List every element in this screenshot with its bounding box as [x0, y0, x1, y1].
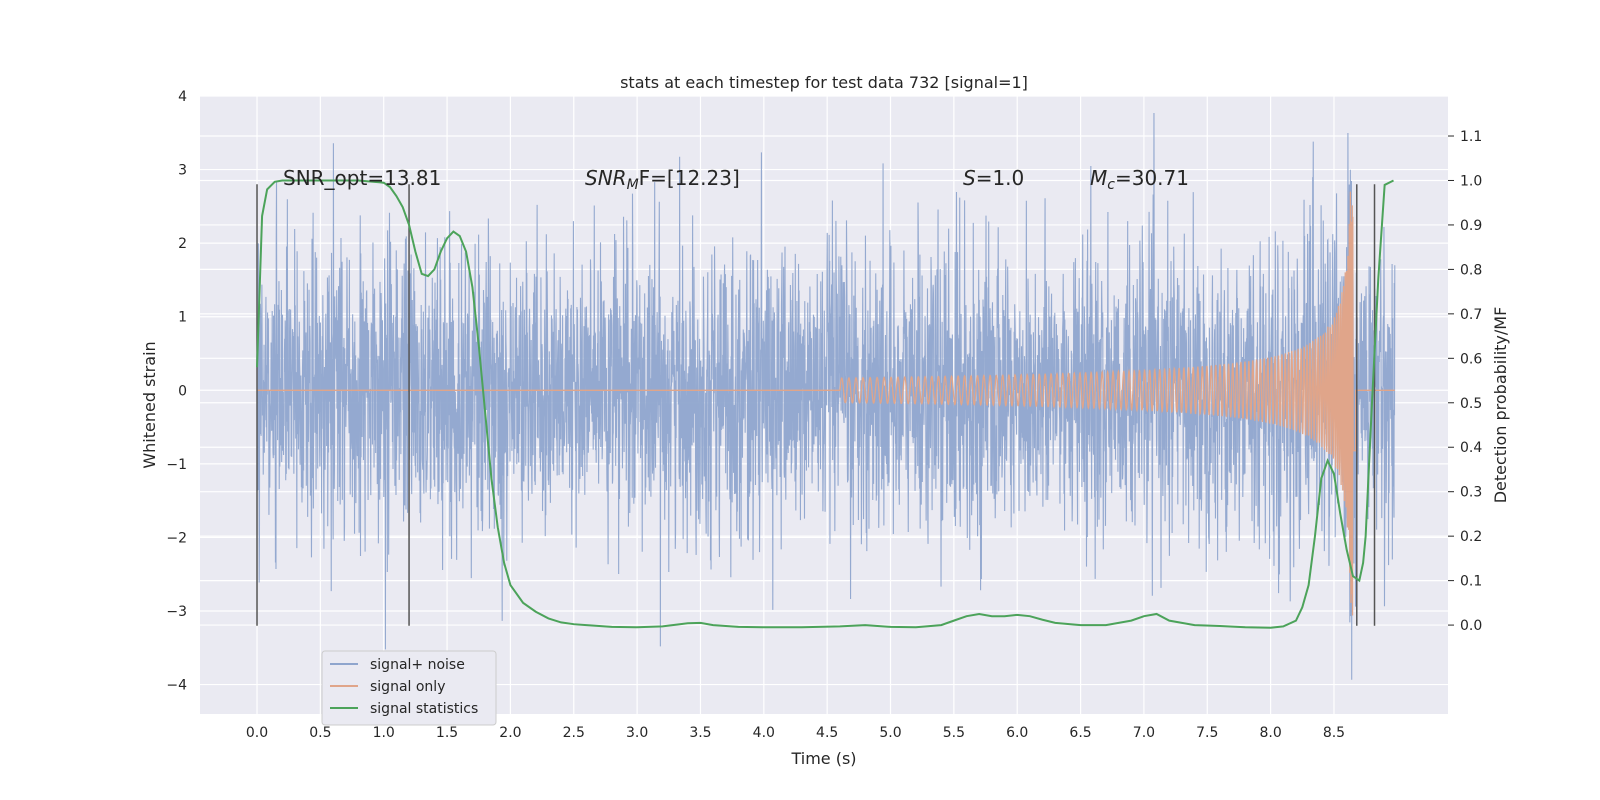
y2-tick-label: 0.6: [1460, 351, 1482, 367]
x-tick-label: 3.5: [689, 725, 711, 741]
x-tick-label: 1.5: [436, 725, 458, 741]
y2-tick-label: 0.9: [1460, 218, 1482, 234]
y2-tick-label: 0.2: [1460, 529, 1482, 545]
y2-tick-label: 0.1: [1460, 574, 1482, 590]
legend-entry-noise: signal+ noise: [370, 657, 465, 673]
y2-tick-label: 1.0: [1460, 173, 1482, 189]
signal-only-line: [257, 191, 1395, 616]
y-tick-label: 1: [178, 310, 187, 326]
y2-tick-label: 0.5: [1460, 396, 1482, 412]
y-tick-label: −3: [166, 604, 187, 620]
x-tick-label: 2.5: [563, 725, 585, 741]
y2-tick-label: 0.8: [1460, 262, 1482, 278]
x-tick-labels: 0.0 0.5 1.0 1.5 2.0 2.5 3.0 3.5 4.0 4.5 5.0 5.5 6.0 6…: [246, 725, 1345, 741]
x-tick-label: 0.0: [246, 725, 268, 741]
y2-tick-label: 0.7: [1460, 307, 1482, 323]
x-tick-label: 8.0: [1259, 725, 1281, 741]
y2-tick-labels: 1.1 1.0 0.9 0.8 0.7 0.6 0.5 0.4 0.3 0.2 0.1 0.0: [1448, 129, 1482, 634]
x-tick-label: 7.0: [1133, 725, 1155, 741]
x-tick-label: 5.5: [943, 725, 965, 741]
x-tick-label: 2.0: [499, 725, 521, 741]
legend-entry-signal: signal only: [370, 679, 445, 695]
y2-tick-label: 1.1: [1460, 129, 1482, 145]
annotation-s: S=1.0: [963, 166, 1024, 190]
x-tick-label: 4.0: [753, 725, 775, 741]
chart-title: stats at each timestep for test data 732…: [620, 73, 1028, 92]
y-tick-labels: 4 3 2 1 0 −1 −2 −3 −4: [166, 89, 187, 694]
x-tick-label: 8.5: [1323, 725, 1345, 741]
series-signal-only: [257, 191, 1395, 616]
x-tick-label: 7.5: [1196, 725, 1218, 741]
legend-box: [321, 650, 497, 726]
x-tick-label: 4.5: [816, 725, 838, 741]
y-tick-label: −4: [166, 678, 187, 694]
x-tick-label: 6.5: [1069, 725, 1091, 741]
y-tick-label: −1: [166, 457, 187, 473]
annotation-snr-opt: SNR_opt=13.81: [283, 166, 441, 190]
x-tick-label: 6.0: [1006, 725, 1028, 741]
annotation-snr-mf: SNRMF=[12.23]: [585, 166, 740, 193]
y-tick-label: 4: [178, 89, 187, 105]
y-axis-label: Whitened strain: [140, 341, 159, 468]
y-tick-label: 0: [178, 383, 187, 399]
x-tick-label: 0.5: [309, 725, 331, 741]
series-signal-statistics: [256, 179, 1394, 629]
x-tick-label: 3.0: [626, 725, 648, 741]
legend: signal+ noise signal only signal statist…: [321, 650, 497, 726]
y2-tick-label: 0.4: [1460, 440, 1482, 456]
signal-noise-line: [256, 112, 1396, 680]
series-signal-noise: [256, 112, 1396, 680]
y-tick-label: 2: [178, 236, 187, 252]
y-tick-label: 3: [178, 163, 187, 179]
x-axis-label: Time (s): [790, 749, 856, 768]
annotation-mc: Mc=30.71: [1090, 166, 1189, 193]
vertical-markers: [256, 184, 1376, 626]
signal-statistics-line: [256, 179, 1394, 629]
legend-entry-stats: signal statistics: [370, 701, 478, 717]
y2-axis-label: Detection probability/MF: [1491, 307, 1510, 504]
x-tick-label: 5.0: [879, 725, 901, 741]
y2-tick-label: 0.3: [1460, 485, 1482, 501]
y2-tick-label: 0.0: [1460, 618, 1482, 634]
y-tick-label: −2: [166, 530, 187, 546]
x-tick-label: 1.0: [373, 725, 395, 741]
